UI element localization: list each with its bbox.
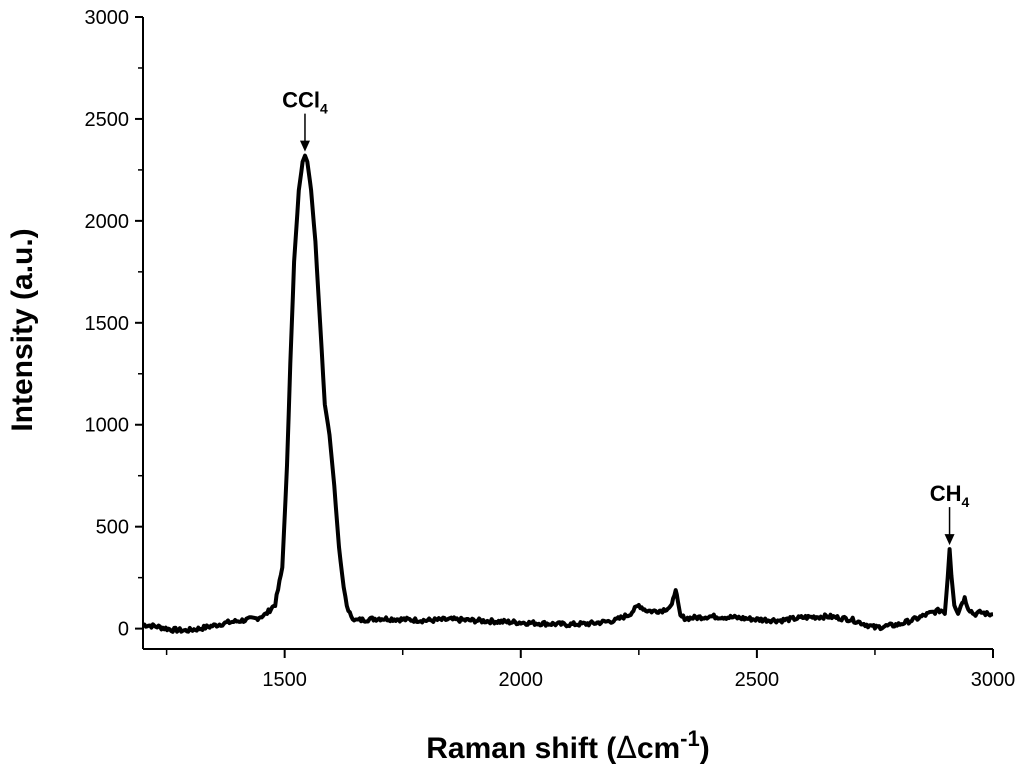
annotation-label-text: CCl <box>282 88 320 113</box>
y-tick-label: 1500 <box>85 313 130 335</box>
y-tick-label: 3000 <box>85 7 130 29</box>
y-tick-label: 2500 <box>85 109 130 131</box>
x-axis-title-superscript: -1 <box>680 726 700 751</box>
y-tick-label: 2000 <box>85 211 130 233</box>
x-tick-label: 3000 <box>971 669 1016 691</box>
x-tick-label: 2500 <box>735 669 780 691</box>
x-axis-title-close: ) <box>700 732 710 765</box>
x-axis-title-delta: Δ <box>616 731 637 766</box>
x-axis-title-unit: cm <box>637 732 680 765</box>
x-tick-label: 1500 <box>262 669 307 691</box>
annotation-label-text: CH <box>930 481 962 506</box>
ticks: 0 500 1000 1500 2000 2500 3000 1500 2000 2500 3000 <box>85 7 1016 691</box>
y-tick-label: 0 <box>118 619 129 641</box>
annotation-arrow-head <box>944 534 955 546</box>
axes <box>142 17 993 650</box>
y-tick-label: 1000 <box>85 415 130 437</box>
x-axis-title: Raman shift (Δcm-1) <box>426 726 709 766</box>
annotation-label-subscript: 4 <box>320 101 328 117</box>
y-tick-label: 500 <box>96 517 129 539</box>
y-axis-title: Intensity (a.u.) <box>6 228 39 431</box>
annotation-arrow-head <box>299 140 310 152</box>
annotation-label-subscript: 4 <box>962 494 970 510</box>
annotation-label: CCl4 <box>282 88 328 117</box>
x-axis-title-text: Raman shift ( <box>426 732 616 765</box>
annotation-label: CH4 <box>930 481 970 510</box>
spectrum-line <box>142 153 994 634</box>
x-tick-label: 2000 <box>499 669 544 691</box>
